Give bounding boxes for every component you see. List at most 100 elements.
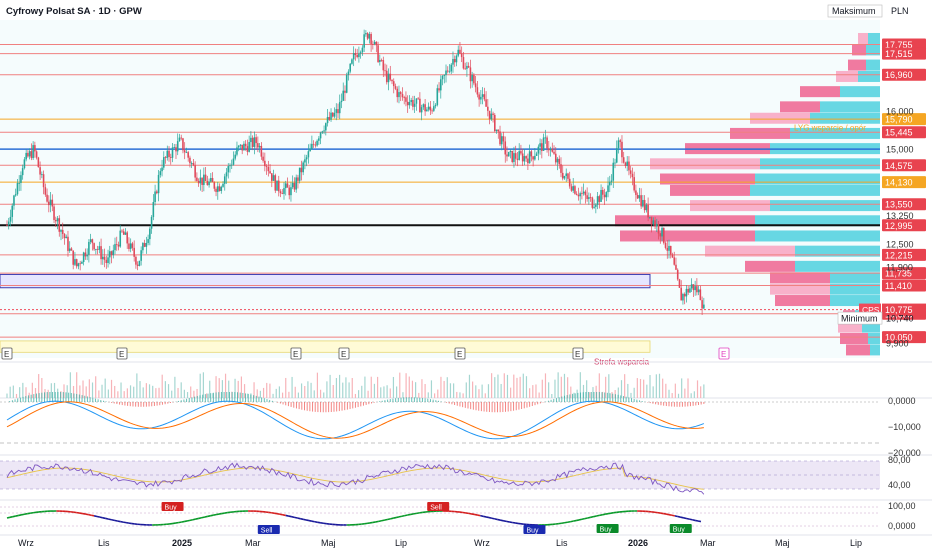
candle-body — [446, 70, 449, 72]
candle-body — [326, 117, 329, 124]
candle-body — [640, 195, 642, 207]
candle-body — [192, 163, 195, 166]
candle-body — [189, 157, 191, 164]
candle-body — [614, 162, 616, 164]
candle-body — [156, 191, 158, 194]
candle-body — [664, 242, 667, 248]
osc-line-segment — [413, 512, 417, 515]
candle-body — [464, 68, 466, 70]
candle-body — [7, 221, 10, 226]
candle-body — [459, 49, 461, 54]
osc-line-segment — [27, 512, 31, 515]
candle-body — [140, 250, 142, 261]
candle-body — [588, 197, 590, 199]
candle-body — [27, 152, 29, 157]
time-axis-tick: Wrz — [474, 538, 490, 548]
volume-profile-up-bar — [868, 333, 880, 345]
volume-profile-down-bar — [730, 127, 790, 139]
candle-body — [93, 243, 95, 250]
candle-body — [9, 216, 12, 222]
level-label: 13,550 — [885, 200, 913, 210]
signal-line — [6, 401, 704, 439]
osc-axis-label: 0,0000 — [888, 521, 916, 531]
candle-body — [351, 59, 353, 64]
signal-badge: Buy — [596, 524, 619, 534]
event-marker: E — [572, 347, 584, 360]
signal-badge: Buy — [669, 524, 692, 534]
zone-band — [0, 273, 651, 289]
osc-line-segment — [93, 515, 98, 518]
osc-line-segment — [302, 518, 307, 521]
candle-body — [215, 188, 217, 192]
candle-body — [612, 162, 615, 181]
candle-body — [589, 197, 592, 198]
candle-body — [128, 243, 130, 249]
candle-body — [537, 146, 540, 154]
osc-line-segment — [500, 519, 504, 522]
candle-body — [250, 137, 252, 143]
candle-body — [255, 137, 257, 144]
osc-axis-label: 100,00 — [888, 501, 916, 511]
osc-line-segment — [297, 517, 301, 520]
osc-line-segment — [372, 521, 376, 524]
candle-body — [67, 236, 69, 251]
candle-body — [683, 293, 686, 297]
osc-line-segment — [604, 512, 609, 516]
candle-body — [293, 182, 296, 190]
volume-profile-down-bar — [836, 70, 858, 82]
osc-line-segment — [273, 512, 278, 515]
macd-axis-label: 0,0000 — [888, 396, 916, 406]
candle-body — [662, 227, 665, 243]
candle-body — [528, 151, 531, 164]
osc-line-segment — [276, 512, 281, 516]
osc-line-segment — [567, 520, 571, 524]
candle-body — [312, 143, 315, 145]
candle-body — [70, 248, 73, 251]
osc-line-segment — [186, 519, 191, 522]
volume-profile-up-bar — [755, 230, 880, 242]
candle-body — [488, 110, 491, 120]
osc-line-segment — [105, 517, 109, 520]
level-label: 12,215 — [885, 250, 913, 260]
osc-line-segment — [697, 520, 702, 523]
volume-profile-up-bar — [795, 245, 880, 257]
candle-body — [44, 187, 47, 195]
candle-body — [328, 117, 331, 120]
candle-body — [274, 175, 277, 191]
candle-body — [535, 153, 538, 156]
volume-profile-down-bar — [620, 230, 755, 242]
candle-body — [659, 233, 662, 237]
candle-body — [204, 174, 207, 181]
event-marker: E — [718, 347, 730, 360]
candle-body — [506, 154, 508, 157]
candle-body — [248, 142, 250, 152]
price-axis-tick: 11,900 — [886, 262, 913, 272]
osc-line-segment — [599, 514, 603, 517]
candle-body — [197, 180, 200, 184]
candle-body — [79, 263, 81, 265]
osc-line-segment — [279, 513, 283, 516]
candle-body — [471, 75, 473, 82]
candle-body — [159, 171, 162, 175]
level-label-bg — [882, 38, 926, 51]
osc-line-segment — [102, 517, 106, 520]
candle-body — [495, 129, 498, 132]
candle-body — [279, 191, 282, 194]
candle-body — [450, 64, 453, 72]
candle-body — [572, 186, 574, 191]
candle-body — [480, 96, 482, 100]
candle-body — [375, 41, 378, 46]
level-label: 15,790 — [885, 115, 913, 125]
candle-body — [117, 244, 120, 247]
candle-body — [288, 187, 291, 196]
candle-body — [281, 193, 284, 194]
osc-line-segment — [218, 512, 223, 515]
candle-body — [291, 182, 294, 188]
volume-profile-up-bar — [870, 344, 880, 356]
osc-line-segment — [488, 516, 493, 520]
candle-body — [162, 157, 165, 168]
candle-body — [399, 92, 402, 94]
candle-body — [532, 156, 534, 160]
